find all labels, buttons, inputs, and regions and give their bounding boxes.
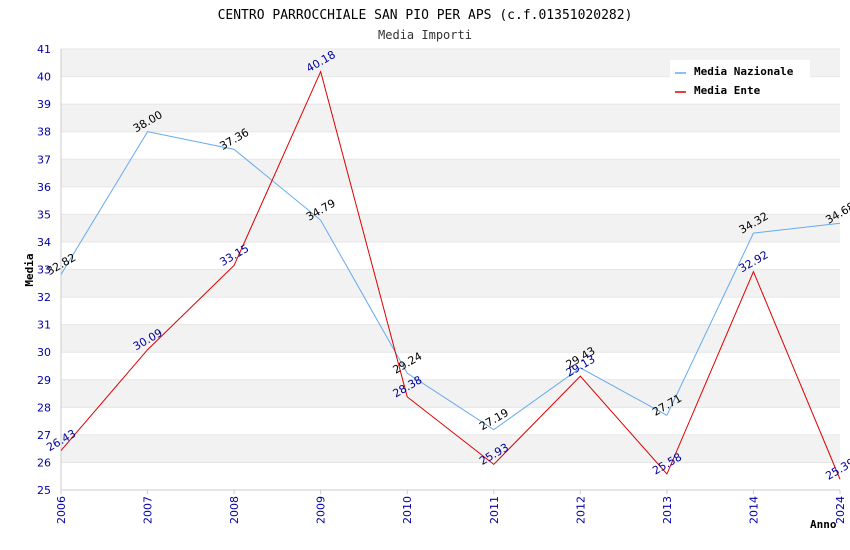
legend-box [670,60,810,102]
grid-bands [61,49,840,463]
grid-band [61,214,840,242]
grid-band [61,159,840,187]
x-tick-label: 2013 [661,496,674,524]
y-tick-label: 30 [37,346,51,359]
y-tick-label: 41 [37,43,51,56]
legend-label-nazionale: Media Nazionale [694,65,794,78]
grid-lines [61,48,840,491]
grid-band [61,269,840,298]
x-tick-labels: 2006 2007 2008 2009 2010 2011 2012 2013 2014 2024 [55,490,847,524]
chart-subtitle: Media Importi [378,28,472,42]
x-tick-label: 2012 [574,496,587,524]
x-tick-label: 2008 [228,496,241,524]
x-tick-label: 2007 [142,496,155,524]
y-tick-label: 39 [37,98,51,111]
y-tick-label: 40 [37,71,51,84]
grid-band [61,379,840,408]
y-axis-label: Media [23,253,36,286]
y-tick-label: 29 [37,374,51,387]
y-tick-label: 32 [37,291,51,304]
y-tick-label: 38 [37,126,51,139]
y-tick-labels: 25 26 27 28 29 30 31 32 33 34 35 36 37 38 39 40 41 [37,43,51,497]
y-tick-label: 31 [37,319,51,332]
y-tick-label: 34 [37,236,51,249]
y-tick-label: 37 [37,153,51,166]
grid-band [61,434,840,463]
axes [60,49,840,491]
legend: Media Nazionale Media Ente [670,60,810,102]
series-line-media-nazionale [60,131,841,431]
y-tick-label: 25 [37,484,51,497]
y-tick-label: 26 [37,456,51,469]
x-tick-label: 2010 [401,496,414,524]
grid-band [61,324,840,353]
chart-title: CENTRO PARROCCHIALE SAN PIO PER APS (c.f… [218,8,633,23]
x-tick-label: 2011 [488,496,501,524]
series-lines [60,70,841,480]
grid-band [61,104,840,132]
series-line-media-ente [60,70,841,480]
x-tick-label: 2024 [834,496,847,524]
y-tick-label: 27 [37,429,51,442]
y-tick-label: 33 [37,264,51,277]
x-tick-label: 2014 [747,496,760,524]
legend-label-ente: Media Ente [694,84,761,97]
x-tick-label: 2006 [55,496,68,524]
y-tick-label: 28 [37,401,51,414]
data-label: 34.68 [823,200,850,227]
x-axis-label: Anno [810,518,837,531]
y-tick-label: 35 [37,208,51,221]
y-tick-label: 36 [37,181,51,194]
x-tick-label: 2009 [315,496,328,524]
